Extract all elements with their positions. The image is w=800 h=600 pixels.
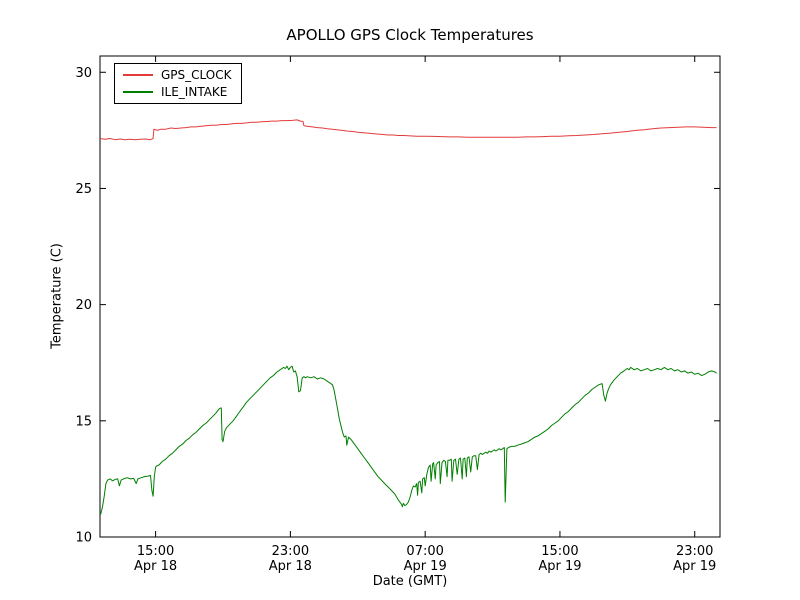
legend-entry-gps-clock: GPS_CLOCK	[123, 69, 231, 81]
legend-label-ile-intake: ILE_INTAKE	[161, 85, 228, 99]
x-axis-label: Date (GMT)	[372, 574, 448, 589]
x-tick-label-date: Apr 19	[404, 559, 447, 574]
x-tick-label-time: 23:00	[676, 544, 713, 559]
ile-intake-line-swatch	[123, 91, 153, 93]
chart-title: APOLLO GPS Clock Temperatures	[286, 26, 534, 44]
x-tick-label-time: 15:00	[137, 544, 174, 559]
gps-clock-line-swatch	[123, 74, 153, 76]
y-tick-label: 10	[75, 531, 92, 546]
y-tick-label: 20	[75, 298, 92, 313]
y-tick-label: 25	[75, 182, 92, 197]
legend: GPS_CLOCK ILE_INTAKE	[114, 63, 243, 104]
x-tick-label-date: Apr 18	[269, 559, 312, 574]
x-tick-label-time: 23:00	[272, 544, 309, 559]
x-tick-label-date: Apr 18	[134, 559, 177, 574]
y-axis-label: Temperature (C)	[49, 243, 65, 349]
legend-label-gps-clock: GPS_CLOCK	[161, 68, 232, 82]
x-tick-label-date: Apr 19	[538, 559, 581, 574]
x-tick-label-time: 07:00	[406, 544, 443, 559]
series-line-ile_intake	[99, 365, 717, 515]
series-line-gps_clock	[99, 119, 717, 141]
x-tick-label-date: Apr 19	[673, 559, 716, 574]
legend-entry-ile-intake: ILE_INTAKE	[123, 86, 231, 98]
y-tick-label: 30	[75, 66, 92, 81]
plot-frame	[99, 55, 721, 538]
x-tick-label-time: 15:00	[541, 544, 578, 559]
y-tick-label: 15	[75, 414, 92, 429]
